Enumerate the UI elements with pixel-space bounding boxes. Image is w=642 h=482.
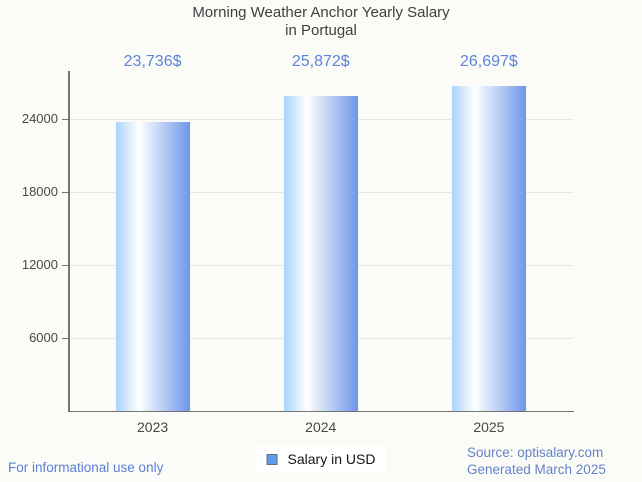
y-axis-tick-6000 (62, 337, 69, 339)
y-axis-tick-label-18000: 18000 (21, 184, 58, 200)
bar-value-label-2025: 26,697$ (459, 53, 518, 70)
y-axis-tick-label-24000: 24000 (21, 111, 58, 127)
chart-title-line2: in Portugal (285, 22, 357, 39)
bar-2023[interactable] (115, 121, 190, 411)
bar-2024[interactable] (283, 95, 358, 411)
legend-item-salary-in-usd[interactable]: Salary in USD (255, 446, 387, 472)
y-axis-tick-24000 (62, 118, 69, 120)
legend-label: Salary in USD (287, 451, 376, 467)
y-axis-tick-18000 (62, 191, 69, 193)
x-axis-label-2024: 2024 (305, 419, 337, 435)
disclaimer-text: For informational use only (8, 460, 164, 475)
chart-title: Morning Weather Anchor Yearly Salary in … (0, 4, 642, 40)
x-axis-label-2025: 2025 (473, 419, 505, 435)
x-axis-label-2023: 2023 (137, 419, 169, 435)
source-attribution: Source: optisalary.com Generated March 2… (467, 444, 606, 478)
y-axis-line (68, 71, 70, 412)
source-line: Source: optisalary.com (467, 445, 604, 460)
y-axis-tick-label-6000: 6000 (29, 330, 58, 346)
x-axis-line (68, 410, 574, 413)
bar-value-label-2023: 23,736$ (123, 53, 182, 70)
generated-line: Generated March 2025 (467, 462, 606, 477)
bar-2025[interactable] (451, 85, 526, 411)
y-axis-tick-12000 (62, 264, 69, 266)
legend-marker-icon (266, 453, 278, 465)
y-axis-tick-label-12000: 12000 (21, 257, 58, 273)
chart-title-line1: Morning Weather Anchor Yearly Salary (192, 4, 450, 21)
bar-value-label-2024: 25,872$ (291, 53, 350, 70)
